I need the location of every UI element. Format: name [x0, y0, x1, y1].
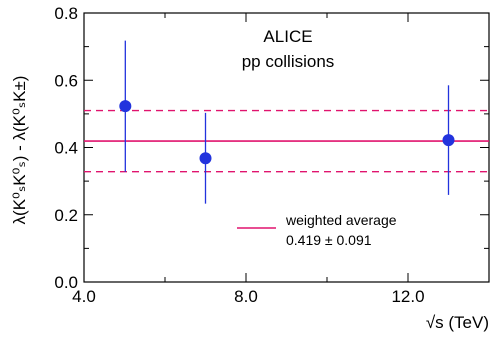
data-point [199, 152, 212, 165]
data-point [119, 100, 132, 113]
annotation-system: pp collisions [242, 52, 335, 71]
legend-label-value: 0.419 ± 0.091 [286, 232, 372, 248]
x-axis-label: √s (TeV) [426, 313, 489, 332]
y-tick-label: 0.2 [54, 206, 78, 225]
x-tick-label: 4.0 [72, 287, 96, 306]
y-tick-label: 0.4 [54, 139, 78, 158]
y-tick-label: 0.6 [54, 71, 78, 90]
annotation-experiment: ALICE [263, 27, 312, 46]
y-tick-label: 0.8 [54, 4, 78, 23]
legend-label-average: weighted average [285, 212, 397, 228]
y-tick-label: 0.0 [54, 273, 78, 292]
axis-ticks [83, 12, 490, 283]
data-point [442, 134, 455, 147]
data-points [119, 40, 455, 204]
axis-tick-labels: 4.0 8.0 12.0 0.0 0.2 0.4 0.6 0.8 [54, 4, 424, 306]
x-tick-label: 12.0 [391, 287, 424, 306]
x-tick-label: 8.0 [234, 287, 258, 306]
y-axis-label: λ(K⁰ₛK⁰ₛ) - λ(K⁰ₛK±) [10, 76, 29, 225]
reference-lines [84, 109, 489, 173]
